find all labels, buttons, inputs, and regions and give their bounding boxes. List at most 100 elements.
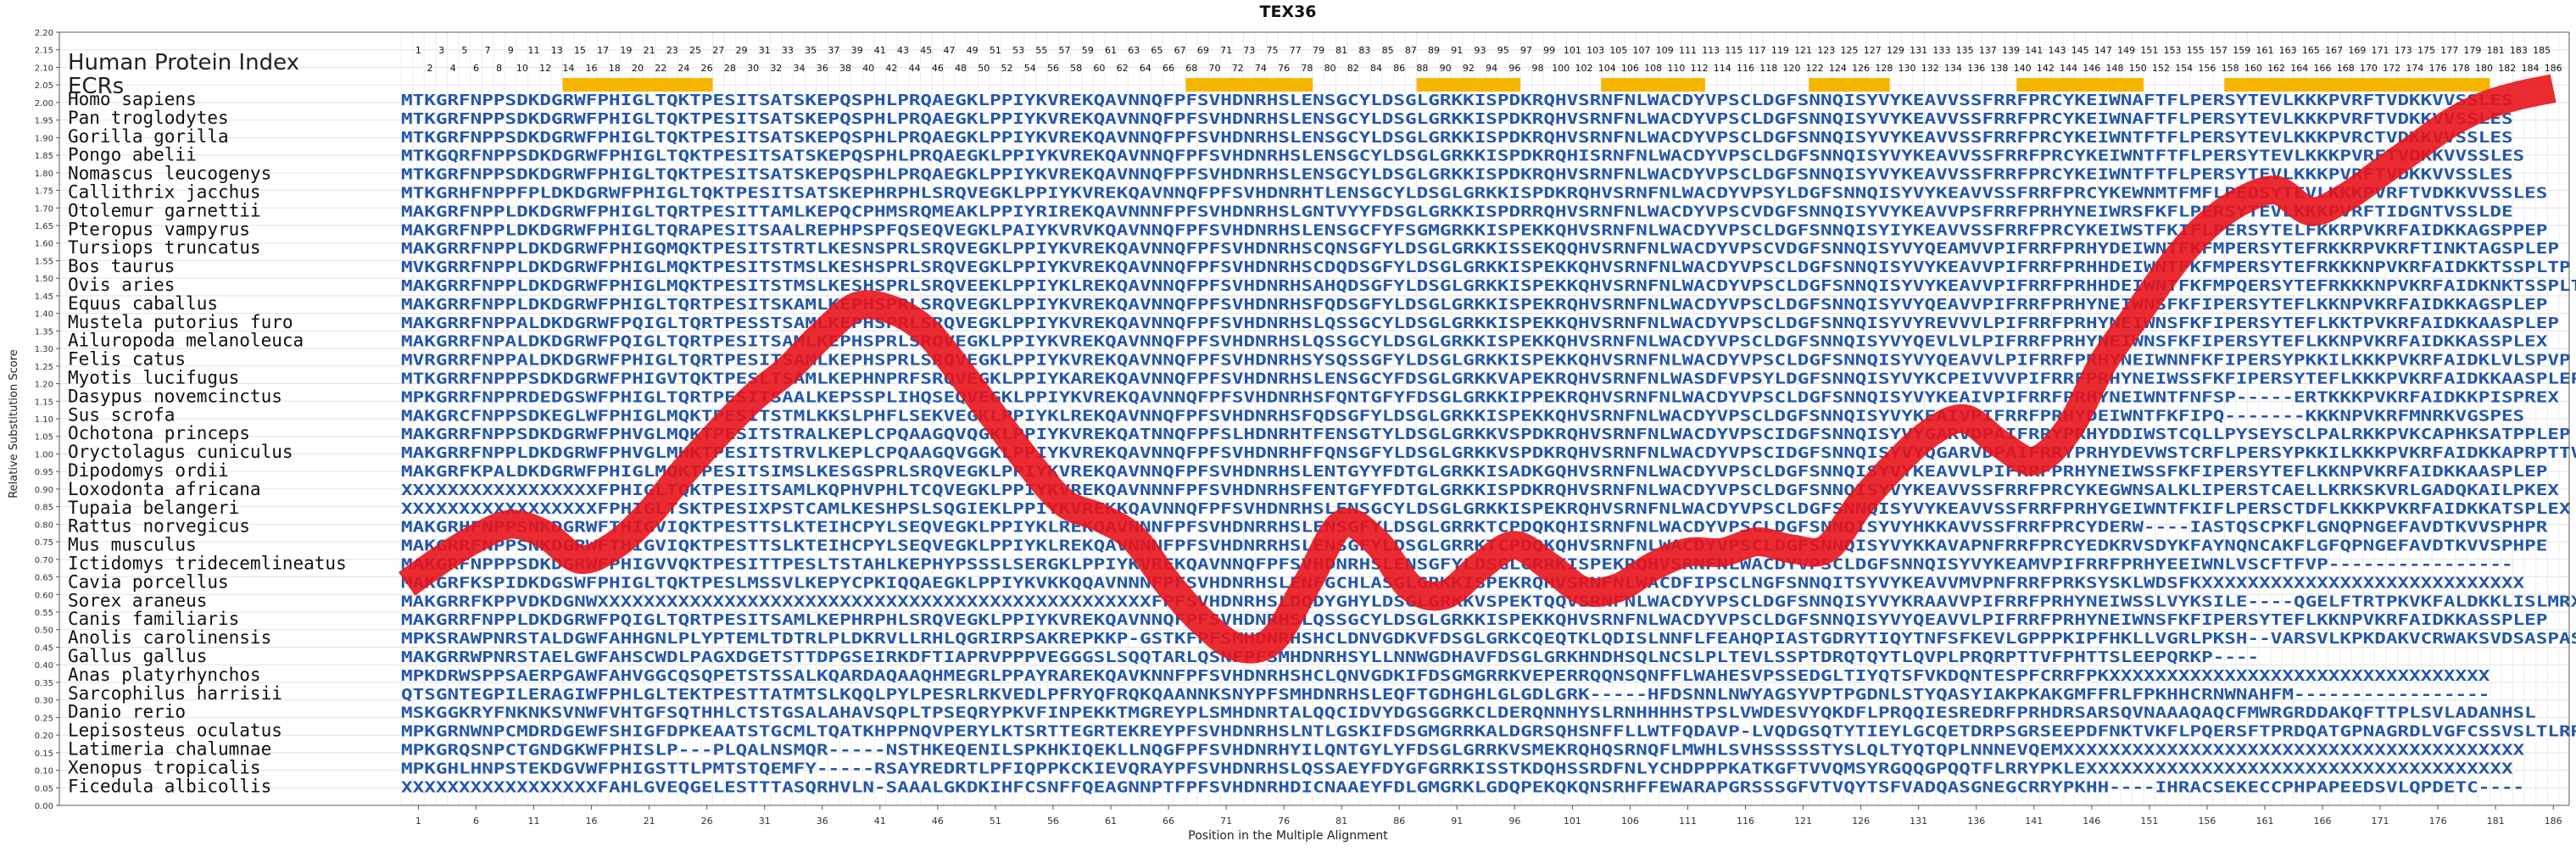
position-number: 55 [1035, 45, 1047, 56]
position-number: 30 [747, 63, 759, 74]
x-tick-label: 106 [1621, 816, 1639, 827]
position-number: 21 [644, 45, 655, 56]
alignment-sequence: MTKGRRFNPPPSDKDGRWFPHIGVTQKTPESLTSAMLKEP… [401, 371, 2576, 388]
series-point [1098, 516, 1100, 518]
y-tick-label: 1.65 [35, 222, 53, 231]
position-number: 109 [1656, 45, 1674, 56]
species-label: Felis catus [68, 349, 186, 370]
series-point [475, 537, 477, 539]
position-number: 99 [1543, 45, 1555, 56]
position-number: 170 [2360, 63, 2378, 74]
x-tick-label: 141 [2025, 816, 2043, 827]
alignment-sequence: MAKGRHFNPPSNKDGRWFTHIGVIQKTPESTTSLKTEIHC… [401, 520, 2548, 537]
species-label: Sarcophilus harrisii [68, 683, 282, 704]
x-tick-label: 116 [1737, 816, 1754, 827]
series-point [960, 372, 962, 374]
y-tick-label: 0.40 [35, 661, 53, 671]
series-point [1548, 565, 1550, 567]
position-number: 94 [1486, 63, 1497, 74]
position-number: 132 [1921, 63, 1939, 74]
species-label: Lepisosteus oculatus [68, 721, 282, 741]
position-number: 46 [932, 63, 944, 74]
series-point [1618, 587, 1620, 588]
series-point [2517, 95, 2519, 97]
species-label: Latimeria chalumnae [68, 739, 271, 760]
position-number: 130 [1899, 63, 1916, 74]
position-number: 101 [1564, 45, 1581, 56]
y-tick-label: 0.30 [35, 697, 53, 706]
position-number: 169 [2348, 45, 2366, 56]
y-tick-label: 1.85 [35, 152, 53, 161]
position-number: 144 [2060, 63, 2077, 74]
position-number: 31 [759, 45, 771, 56]
position-number: 34 [794, 63, 806, 74]
series-point [2241, 200, 2243, 202]
series-point [1583, 590, 1585, 592]
species-label: Tupaia belangeri [68, 498, 239, 518]
series-point [1999, 443, 2000, 444]
position-number: 161 [2255, 45, 2273, 56]
header-label: Human Protein Index [68, 50, 299, 75]
position-number: 76 [1278, 63, 1290, 74]
species-label: Ictidomys tridecemlineatus [68, 554, 347, 574]
x-tick-label: 91 [1451, 816, 1463, 827]
position-number: 143 [2048, 45, 2066, 56]
alignment-sequence: MAKGRRFNPPLDKDGRWFPQIGLTQRTPESITSAMLKEPH… [401, 612, 2547, 629]
position-number: 18 [609, 63, 621, 74]
series-point [1721, 552, 1723, 554]
x-tick-label: 176 [2429, 816, 2447, 827]
y-tick-label: 0.75 [35, 538, 53, 548]
series-point [579, 559, 581, 560]
position-number: 179 [2463, 45, 2481, 56]
species-label: Pongo abelii [68, 145, 197, 165]
x-tick-label: 166 [2314, 816, 2332, 827]
y-tick-label: 1.05 [35, 433, 53, 443]
position-number: 50 [978, 63, 990, 74]
y-tick-label: 0.10 [35, 767, 53, 777]
y-tick-label: 1.60 [35, 240, 53, 249]
position-number: 45 [920, 45, 932, 56]
position-number: 176 [2429, 63, 2447, 74]
position-number: 28 [724, 63, 736, 74]
species-label: Xenopus tropicalis [68, 757, 261, 777]
y-tick-label: 1.50 [35, 275, 53, 284]
alignment-sequence: MPKGRQSNPCTGNDGKWFPHISLP---PLQALNSMQR---… [401, 743, 2525, 760]
series-point [856, 305, 858, 307]
position-number: 92 [1463, 63, 1475, 74]
species-label: Oryctolagus cuniculus [68, 442, 293, 462]
position-number: 11 [528, 45, 540, 56]
position-number: 63 [1128, 45, 1140, 56]
position-number: 175 [2417, 45, 2435, 56]
x-tick-label: 81 [1335, 816, 1347, 827]
series-point [2414, 148, 2416, 149]
position-number: 167 [2325, 45, 2343, 56]
alignment-sequence: MVKGRRFNPPLDKDGRWFPHIGLMQKTPESITSTMSLKES… [401, 259, 2571, 276]
chart-title: TEX36 [1259, 3, 1316, 21]
series-point [2449, 123, 2451, 125]
position-number: 96 [1508, 63, 1520, 74]
position-number: 77 [1290, 45, 1302, 56]
position-number: 114 [1714, 63, 1731, 74]
series-point [544, 534, 546, 536]
position-number: 183 [2510, 45, 2528, 56]
x-tick-label: 151 [2140, 816, 2158, 827]
position-number: 107 [1633, 45, 1651, 56]
y-tick-label: 1.40 [35, 310, 53, 320]
position-number: 74 [1255, 63, 1267, 74]
position-number: 86 [1393, 63, 1405, 74]
position-number: 134 [1944, 63, 1962, 74]
position-number: 120 [1782, 63, 1800, 74]
series-point [2033, 460, 2035, 462]
y-tick-label: 0.80 [35, 521, 53, 530]
alignment-sequence: MAKGRFKPALDKDGRWFPHIGLMQKTPESITSIMSLKESG… [401, 464, 2547, 481]
position-number: 81 [1335, 45, 1347, 56]
series-point [510, 523, 511, 525]
position-number: 41 [874, 45, 886, 56]
series-line [398, 74, 2556, 664]
position-number: 87 [1405, 45, 1417, 56]
position-number: 127 [1864, 45, 1882, 56]
species-label: Gallus gallus [68, 646, 207, 666]
position-number: 75 [1267, 45, 1279, 56]
